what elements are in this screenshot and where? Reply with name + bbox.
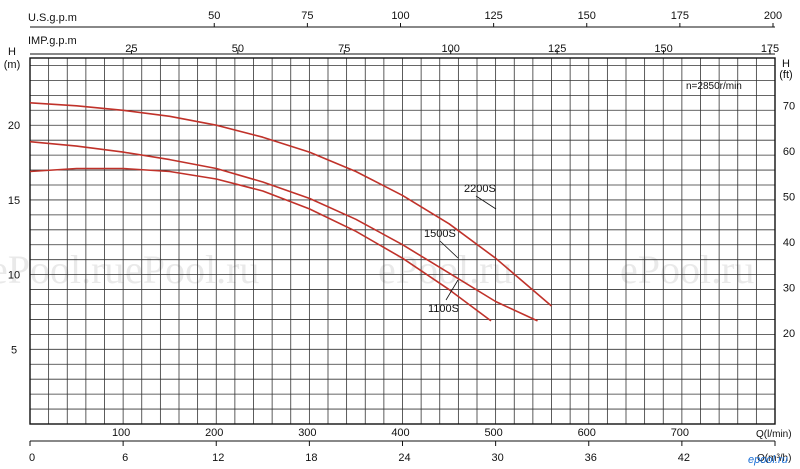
- bottom-axis-lmin-tick-label: 300: [298, 427, 316, 439]
- series-leader-1500s: [439, 240, 459, 259]
- bottom-axis-m3h-tick-label: 36: [585, 452, 597, 464]
- watermark-text: ePool.ru: [620, 247, 754, 292]
- bottom-axis-lmin-tick-label: 400: [391, 427, 409, 439]
- top-axis-impgpm-tick-label: 75: [338, 43, 350, 55]
- performance-curves: [29, 102, 553, 322]
- top-axis-usgpm-tick-label: 125: [484, 10, 502, 22]
- curve-1100s: [29, 167, 492, 322]
- top-axis-impgpm-tick-label: 175: [761, 43, 779, 55]
- series-leader-2200s: [475, 195, 497, 210]
- bottom-axis-lmin-tick-label: 700: [671, 427, 689, 439]
- watermark-text: ePool.ru: [125, 247, 259, 292]
- top-axis-impgpm-tick-label: 50: [232, 43, 244, 55]
- right-axis-unit: (ft): [779, 69, 792, 81]
- right-axis-tick-label: 20: [783, 328, 795, 340]
- brand-mark: epool.ru: [748, 454, 788, 466]
- bottom-axis-lmin-tick-label: 100: [112, 427, 130, 439]
- right-axis-tick-label: 30: [783, 282, 795, 294]
- top-axis-usgpm-tick-label: 150: [578, 10, 596, 22]
- series-labels: 2200S 1500S 1100S: [424, 183, 497, 315]
- bottom-axis-m3h-tick-label: 42: [678, 452, 690, 464]
- left-axis-tick-label: 5: [11, 344, 17, 356]
- top-axis-impgpm-tick-label: 100: [442, 43, 460, 55]
- top-axis-impgpm-tick-label: 125: [548, 43, 566, 55]
- top-axis-impgpm-tick-label: 25: [125, 43, 137, 55]
- series-label-1500s: 1500S: [424, 228, 456, 240]
- top-axis-usgpm-tick-label: 200: [764, 10, 782, 22]
- watermark-text: ePool.ru: [0, 247, 124, 292]
- top-axis-usgpm-tick-label: 175: [671, 10, 689, 22]
- plot-frame: [29, 57, 776, 425]
- top-axis-usgpm-tick-label: 75: [301, 10, 313, 22]
- series-label-1100s: 1100S: [428, 303, 459, 315]
- curve-2200s: [29, 102, 553, 307]
- bottom-axis-m3h-tick-label: 12: [212, 452, 224, 464]
- left-axis-tick-label: 20: [8, 120, 20, 132]
- bottom-axis-m3h-label: Q(m³/h): [757, 453, 791, 464]
- left-axis-label: H: [8, 46, 16, 58]
- bottom-axis-lmin-label: Q(l/min): [756, 429, 792, 440]
- bottom-axis-lmin-tick-label: 500: [484, 427, 502, 439]
- grid: [29, 58, 776, 425]
- top-axis-usgpm-tick-label: 100: [391, 10, 409, 22]
- bottom-axis-m3h-tick-label: 30: [492, 452, 504, 464]
- bottom-axis-m3h-tick-label: 24: [398, 452, 410, 464]
- speed-annotation: n=2850r/min: [686, 81, 742, 92]
- top-axis-usgpm-label: U.S.g.p.m: [28, 12, 77, 24]
- right-axis-tick-label: 40: [783, 237, 795, 249]
- curve-1500s: [29, 140, 538, 322]
- bottom-axis-m3h-tick-label: 6: [122, 452, 128, 464]
- right-axis-tick-label: 70: [783, 100, 795, 112]
- right-axis-tick-label: 50: [783, 191, 795, 203]
- bottom-axis-m3h-tick-label: 18: [305, 452, 317, 464]
- top-axis-impgpm-tick-label: 150: [654, 43, 672, 55]
- left-axis-tick-label: 10: [8, 270, 20, 282]
- bottom-axis-m3h-tick-label: 0: [29, 452, 35, 464]
- left-axis-unit: (m): [4, 59, 21, 71]
- top-axis-impgpm-label: IMP.g.p.m: [28, 35, 77, 47]
- top-axis-usgpm-tick-label: 50: [208, 10, 220, 22]
- series-label-2200s: 2200S: [464, 183, 496, 195]
- bottom-axis-lmin-tick-label: 600: [578, 427, 596, 439]
- left-axis-tick-label: 15: [8, 195, 20, 207]
- series-leader-1100s: [445, 279, 459, 301]
- watermark-text: ePool.ru: [378, 247, 512, 292]
- bottom-axis-lmin-tick-label: 200: [205, 427, 223, 439]
- right-axis-label: H: [782, 58, 790, 70]
- right-axis-tick-label: 60: [783, 146, 795, 158]
- watermark-group: ePool.ru ePool.ru ePool.ru ePool.ru: [0, 247, 754, 292]
